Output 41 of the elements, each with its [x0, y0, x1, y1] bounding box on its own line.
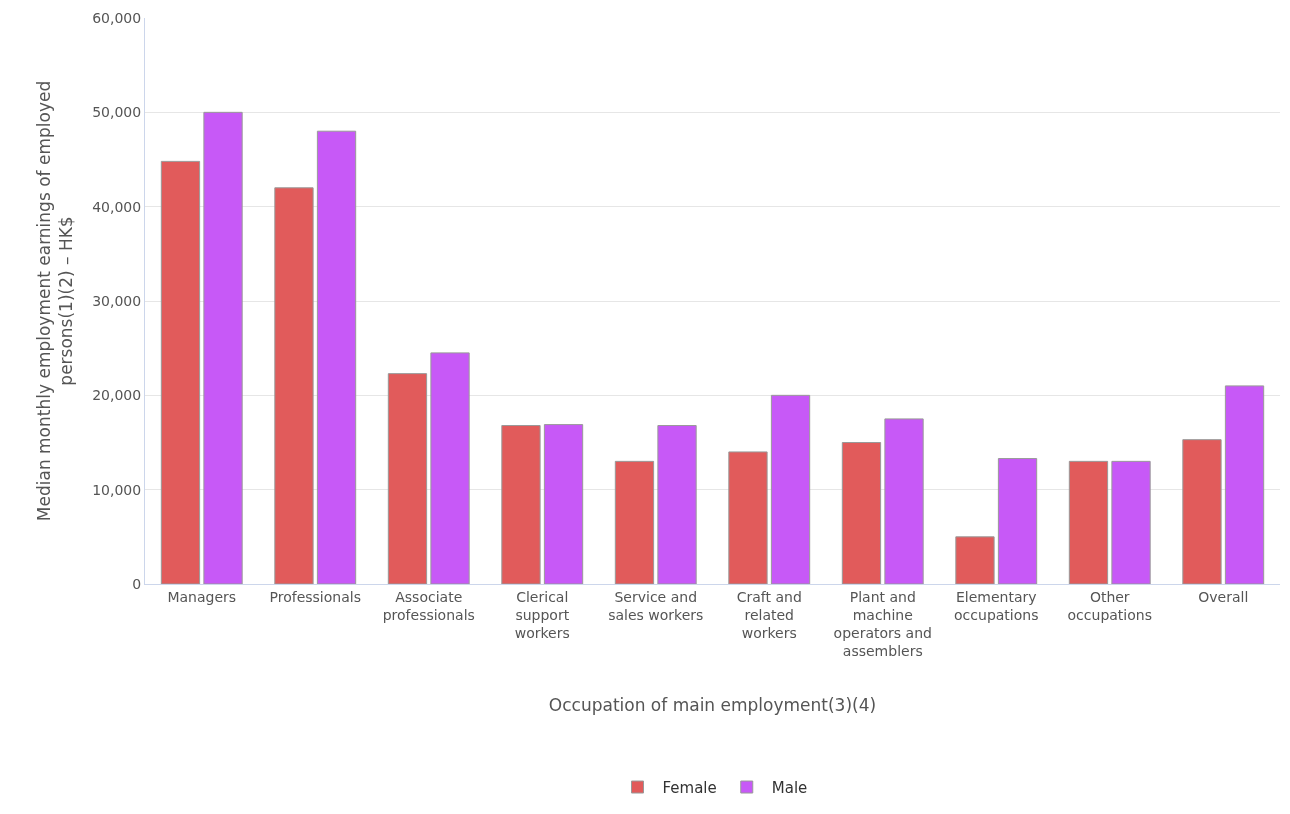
y-tick-label: 40,000	[92, 198, 142, 215]
bar	[543, 424, 584, 584]
x-tick-label: Craft and related workers	[736, 588, 802, 642]
bar	[1068, 460, 1109, 584]
bar	[274, 187, 314, 584]
legend-label: Male	[771, 778, 808, 797]
y-tick-label: 30,000	[92, 292, 142, 309]
y-axis-title: Median monthly employment earnings of employed persons(1)(2) – HK$	[33, 80, 76, 522]
y-tick-label: 60,000	[92, 9, 142, 26]
x-tick-label: Other occupations	[1067, 588, 1152, 623]
x-tick-label: Associate professionals	[382, 588, 475, 623]
x-axis-title: Occupation of main employment(3)(4)	[548, 694, 877, 715]
bar	[770, 394, 811, 584]
bar	[203, 111, 243, 584]
bar	[841, 442, 882, 584]
x-tick-label: Managers	[167, 588, 237, 605]
x-tick-label: Service and sales workers	[608, 588, 704, 623]
x-tick-label: Overall	[1198, 588, 1249, 605]
bar	[430, 352, 470, 584]
y-tick-label: 20,000	[92, 387, 142, 404]
x-tick-label: Clerical support workers	[514, 588, 570, 642]
bar	[955, 536, 995, 584]
bar	[387, 373, 428, 584]
bar	[657, 425, 697, 584]
bar	[614, 460, 655, 584]
bar	[1182, 439, 1222, 584]
x-tick-label: Plant and machine operators and assemblers	[833, 588, 932, 660]
y-tick-label: 50,000	[92, 104, 142, 121]
x-tick-label: Professionals	[269, 588, 361, 605]
bar	[1224, 385, 1265, 584]
bar	[160, 160, 201, 584]
legend-label: Female	[662, 778, 717, 797]
x-tick-label: Elementary occupations	[954, 588, 1039, 623]
y-tick-label: 10,000	[92, 481, 142, 498]
bar	[884, 418, 924, 584]
bar	[728, 451, 768, 584]
y-tick-label: 0	[132, 575, 142, 592]
bar	[501, 425, 541, 584]
bar	[997, 458, 1038, 584]
bar	[316, 130, 357, 584]
bar	[1111, 460, 1151, 584]
